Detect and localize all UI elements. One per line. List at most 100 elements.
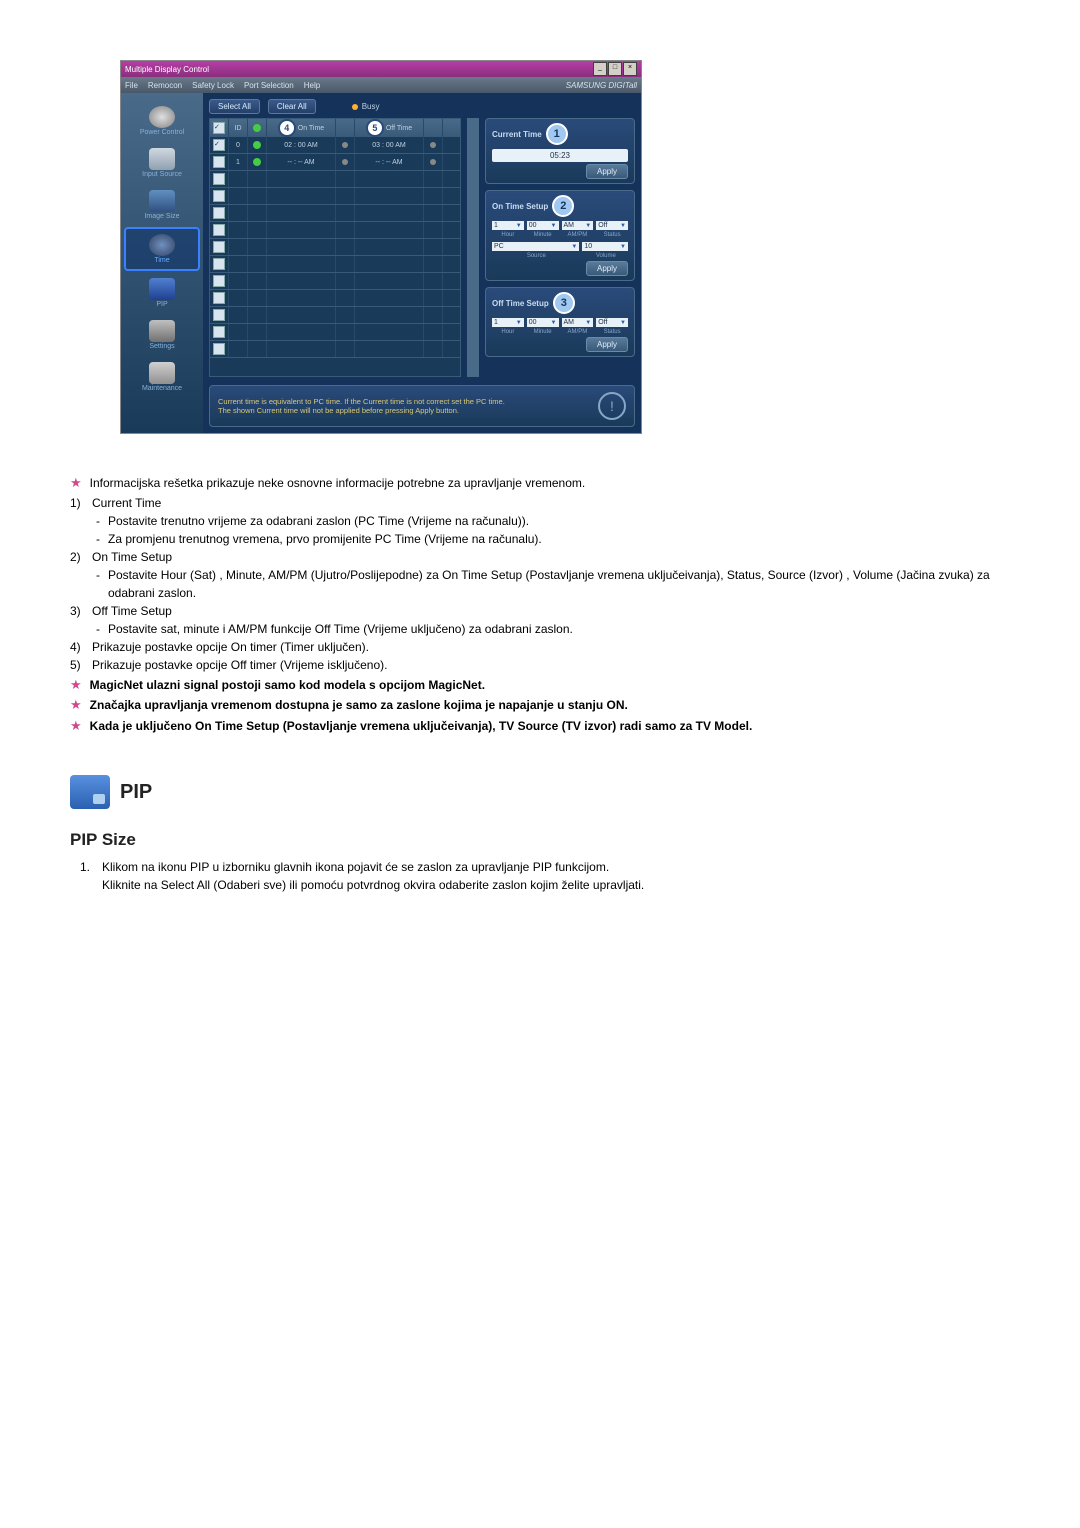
- marker-3: 3: [553, 292, 575, 314]
- table-row: [210, 290, 460, 307]
- table-row: [210, 222, 460, 239]
- title-text: Multiple Display Control: [125, 65, 209, 74]
- minute-select[interactable]: 00▼: [527, 318, 559, 327]
- ampm-select[interactable]: AM▼: [562, 318, 594, 327]
- volume-select[interactable]: 10▼: [582, 242, 628, 251]
- list-text: Prikazuje postavke opcije Off timer (Vri…: [92, 656, 387, 674]
- sidebar-item-settings[interactable]: Settings: [126, 315, 198, 355]
- table-row: [210, 256, 460, 273]
- sidebar-item-pip[interactable]: PIP: [126, 273, 198, 313]
- list-number: 3): [70, 602, 88, 620]
- status-select[interactable]: Off▼: [596, 318, 628, 327]
- info-grid: ID 4 On Time 5 Off Time 0 02 : 00 AM: [209, 118, 461, 377]
- list-text: Prikazuje postavke opcije On timer (Time…: [92, 638, 369, 656]
- marker-1: 1: [546, 123, 568, 145]
- list-text: Postavite Hour (Sat) , Minute, AM/PM (Uj…: [108, 566, 1010, 602]
- star-icon: ★: [70, 474, 82, 492]
- hour-select[interactable]: 1▼: [492, 318, 524, 327]
- table-row[interactable]: 1 -- : -- AM -- : -- AM: [210, 154, 460, 171]
- sidebar: Power Control Input Source Image Size Ti…: [121, 93, 203, 433]
- current-time-value: 05:23: [492, 149, 628, 162]
- brand-label: SAMSUNG DIGITall: [566, 81, 637, 90]
- table-row: [210, 341, 460, 358]
- close-icon[interactable]: ×: [623, 62, 637, 76]
- maintenance-icon: [149, 362, 175, 384]
- menu-remocon[interactable]: Remocon: [148, 81, 182, 90]
- list-number: 2): [70, 548, 88, 566]
- sidebar-item-input[interactable]: Input Source: [126, 143, 198, 183]
- col-ontime: 4 On Time: [267, 119, 336, 137]
- col-onstatus: [336, 119, 355, 137]
- source-select[interactable]: PC▼: [492, 242, 579, 251]
- document-body: ★ Informacijska rešetka prikazuje neke os…: [70, 474, 1010, 894]
- col-checkbox[interactable]: [210, 119, 229, 137]
- titlebar: Multiple Display Control _ □ ×: [121, 61, 641, 77]
- info-icon: !: [598, 392, 626, 420]
- col-power: [248, 119, 267, 137]
- col-offtime: 5 Off Time: [355, 119, 424, 137]
- sidebar-item-size[interactable]: Image Size: [126, 185, 198, 225]
- input-icon: [149, 148, 175, 170]
- busy-icon: [352, 104, 358, 110]
- hour-select[interactable]: 1▼: [492, 221, 524, 230]
- table-row: [210, 205, 460, 222]
- list-title: On Time Setup: [92, 548, 172, 566]
- sidebar-item-power[interactable]: Power Control: [126, 101, 198, 141]
- maximize-icon[interactable]: □: [608, 62, 622, 76]
- table-row: [210, 324, 460, 341]
- ampm-select[interactable]: AM▼: [562, 221, 594, 230]
- settings-icon: [149, 320, 175, 342]
- power-on-icon: [253, 141, 261, 149]
- size-icon: [149, 190, 175, 212]
- list-text: Postavite sat, minute i AM/PM funkcije O…: [108, 620, 573, 638]
- row-checkbox[interactable]: [213, 139, 225, 151]
- power-icon: [149, 106, 175, 128]
- list-number: 5): [70, 656, 88, 674]
- menu-port[interactable]: Port Selection: [244, 81, 294, 90]
- row-checkbox[interactable]: [213, 156, 225, 168]
- info-bar: Current time is equivalent to PC time. I…: [209, 385, 635, 427]
- current-time-panel: Current Time1 05:23 Apply: [485, 118, 635, 184]
- apply-button[interactable]: Apply: [586, 337, 628, 352]
- select-all-button[interactable]: Select All: [209, 99, 260, 114]
- list-title: Current Time: [92, 494, 161, 512]
- app-screenshot: Multiple Display Control _ □ × File Remo…: [120, 60, 642, 434]
- list-text: Kliknite na Select All (Odaberi sve) ili…: [102, 878, 644, 892]
- star-icon: ★: [70, 717, 82, 735]
- list-text: Postavite trenutno vrijeme za odabrani z…: [108, 512, 529, 530]
- scrollbar[interactable]: [467, 118, 479, 377]
- col-id: ID: [229, 119, 248, 137]
- menubar: File Remocon Safety Lock Port Selection …: [121, 77, 641, 93]
- col-offstatus: [424, 119, 443, 137]
- list-text: Klikom na ikonu PIP u izborniku glavnih …: [102, 858, 609, 876]
- apply-button[interactable]: Apply: [586, 261, 628, 276]
- minute-select[interactable]: 00▼: [527, 221, 559, 230]
- section-title: PIP: [120, 777, 152, 807]
- status-icon: [342, 159, 348, 165]
- sidebar-item-time[interactable]: Time: [124, 227, 200, 271]
- bold-note: Značajka upravljanja vremenom dostupna j…: [90, 696, 628, 714]
- minimize-icon[interactable]: _: [593, 62, 607, 76]
- list-number: 4): [70, 638, 88, 656]
- list-number: 1.: [80, 858, 98, 876]
- power-on-icon: [253, 158, 261, 166]
- info-text: Informacijska rešetka prikazuje neke osn…: [90, 474, 586, 492]
- time-icon: [149, 234, 175, 256]
- apply-button[interactable]: Apply: [586, 164, 628, 179]
- table-row: [210, 307, 460, 324]
- star-icon: ★: [70, 676, 82, 694]
- table-row[interactable]: 0 02 : 00 AM 03 : 00 AM: [210, 137, 460, 154]
- status-select[interactable]: Off▼: [596, 221, 628, 230]
- menu-help[interactable]: Help: [304, 81, 320, 90]
- off-time-panel: Off Time Setup3 1▼ 00▼ AM▼ Off▼ HourMinu…: [485, 287, 635, 357]
- clear-all-button[interactable]: Clear All: [268, 99, 316, 114]
- pip-icon: [149, 278, 175, 300]
- table-row: [210, 239, 460, 256]
- bold-note: MagicNet ulazni signal postoji samo kod …: [90, 676, 485, 694]
- list-text: Za promjenu trenutnog vremena, prvo prom…: [108, 530, 542, 548]
- list-title: Off Time Setup: [92, 602, 172, 620]
- sidebar-item-maintenance[interactable]: Maintenance: [126, 357, 198, 397]
- menu-file[interactable]: File: [125, 81, 138, 90]
- menu-safety[interactable]: Safety Lock: [192, 81, 234, 90]
- table-row: [210, 188, 460, 205]
